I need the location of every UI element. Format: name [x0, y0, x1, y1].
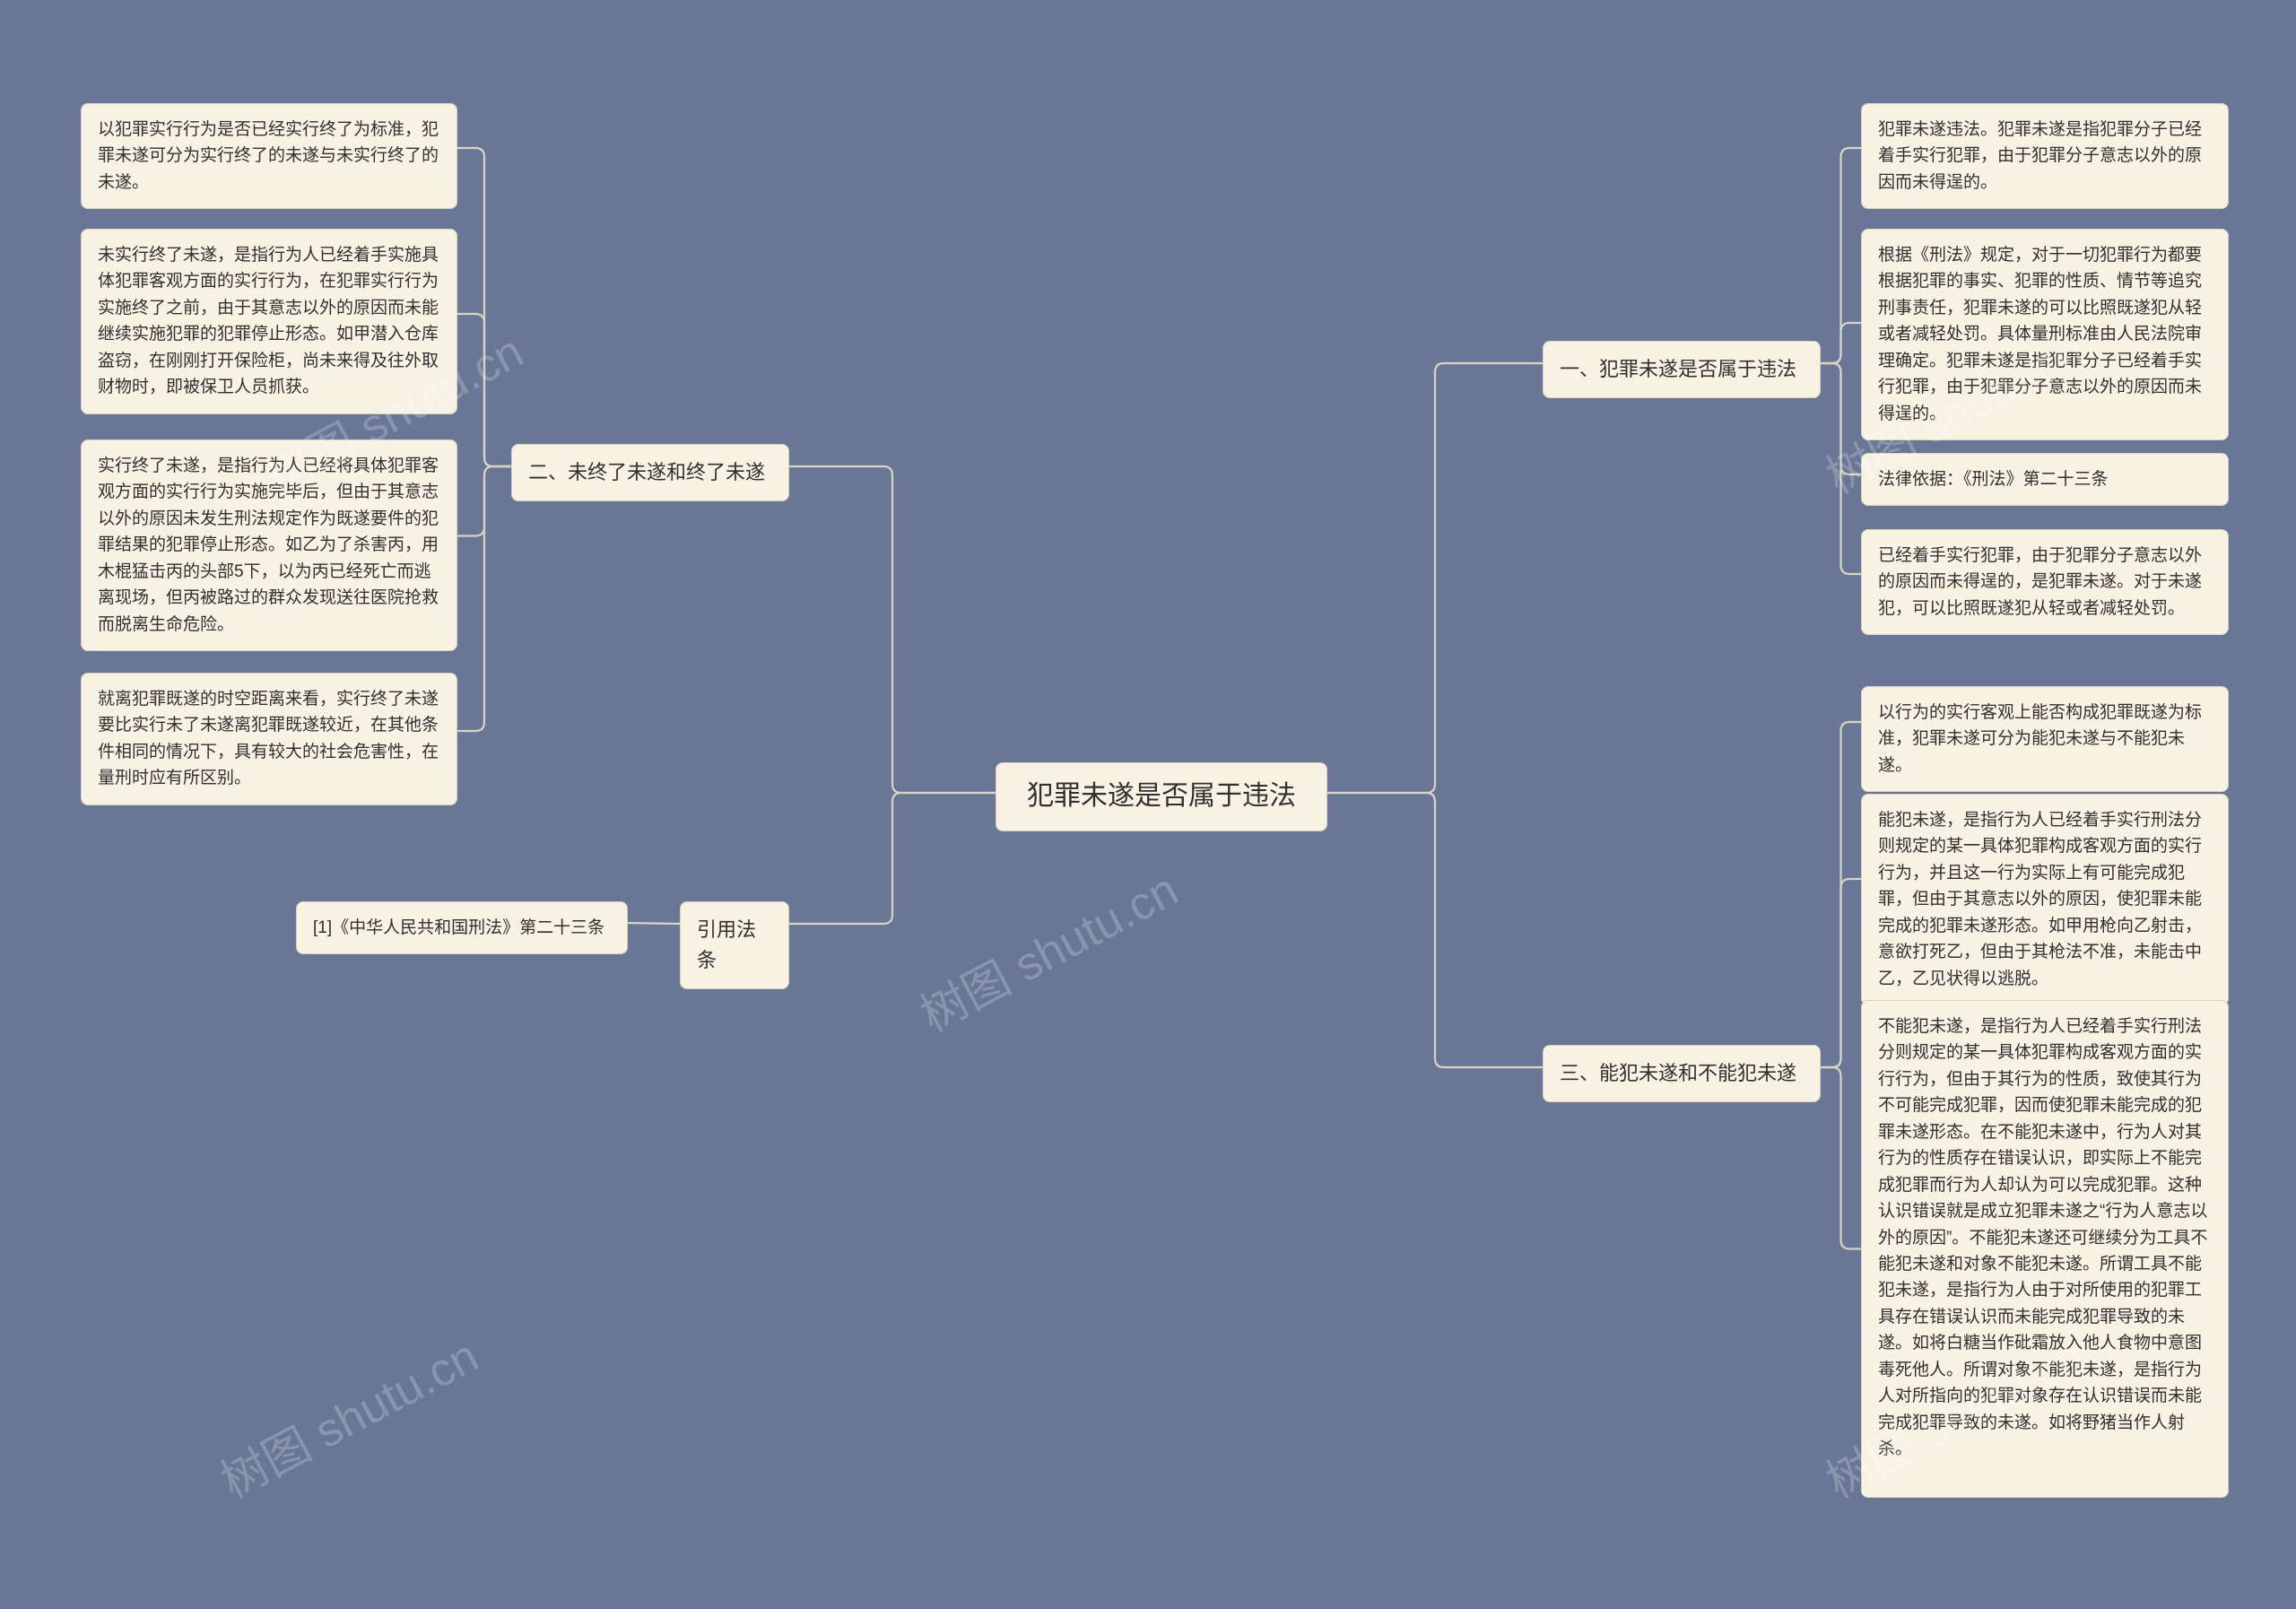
leaf-node: 根据《刑法》规定，对于一切犯罪行为都要根据犯罪的事实、犯罪的性质、情节等追究刑事…	[1861, 229, 2229, 440]
leaf-node: 以行为的实行客观上能否构成犯罪既遂为标准，犯罪未遂可分为能犯未遂与不能犯未遂。	[1861, 686, 2229, 792]
leaf-node: 未实行终了未遂，是指行为人已经着手实施具体犯罪客观方面的实行行为，在犯罪实行行为…	[81, 229, 457, 414]
leaf-node: 以犯罪实行行为是否已经实行终了为标准，犯罪未遂可分为实行终了的未遂与未实行终了的…	[81, 103, 457, 209]
leaf-node: 不能犯未遂，是指行为人已经着手实行刑法分则规定的某一具体犯罪构成客观方面的实行行…	[1861, 1000, 2229, 1498]
leaf-node: 犯罪未遂违法。犯罪未遂是指犯罪分子已经着手实行犯罪，由于犯罪分子意志以外的原因而…	[1861, 103, 2229, 209]
branch-node: 一、犯罪未遂是否属于违法	[1543, 341, 1821, 398]
leaf-node: 实行终了未遂，是指行为人已经将具体犯罪客观方面的实行行为实施完毕后，但由于其意志…	[81, 439, 457, 651]
watermark: 树图 shutu.cn	[207, 1318, 488, 1510]
leaf-node: 能犯未遂，是指行为人已经着手实行刑法分则规定的某一具体犯罪构成客观方面的实行行为…	[1861, 794, 2229, 1005]
leaf-node: 已经着手实行犯罪，由于犯罪分子意志以外的原因而未得逞的，是犯罪未遂。对于未遂犯，…	[1861, 529, 2229, 635]
branch-node: 三、能犯未遂和不能犯未遂	[1543, 1045, 1821, 1102]
leaf-node: 就离犯罪既遂的时空距离来看，实行终了未遂要比实行未了未遂离犯罪既遂较近，在其他条…	[81, 673, 457, 805]
branch-node: 二、未终了未遂和终了未遂	[511, 444, 789, 501]
root-node: 犯罪未遂是否属于违法	[996, 762, 1327, 831]
leaf-node: 法律依据：《刑法》第二十三条	[1861, 453, 2229, 506]
mindmap-canvas: 犯罪未遂是否属于违法 一、犯罪未遂是否属于违法 犯罪未遂违法。犯罪未遂是指犯罪分子已…	[0, 0, 2296, 1609]
branch-node: 引用法条	[680, 901, 789, 989]
leaf-node: [1]《中华人民共和国刑法》第二十三条	[296, 901, 628, 954]
watermark: 树图 shutu.cn	[907, 852, 1187, 1044]
